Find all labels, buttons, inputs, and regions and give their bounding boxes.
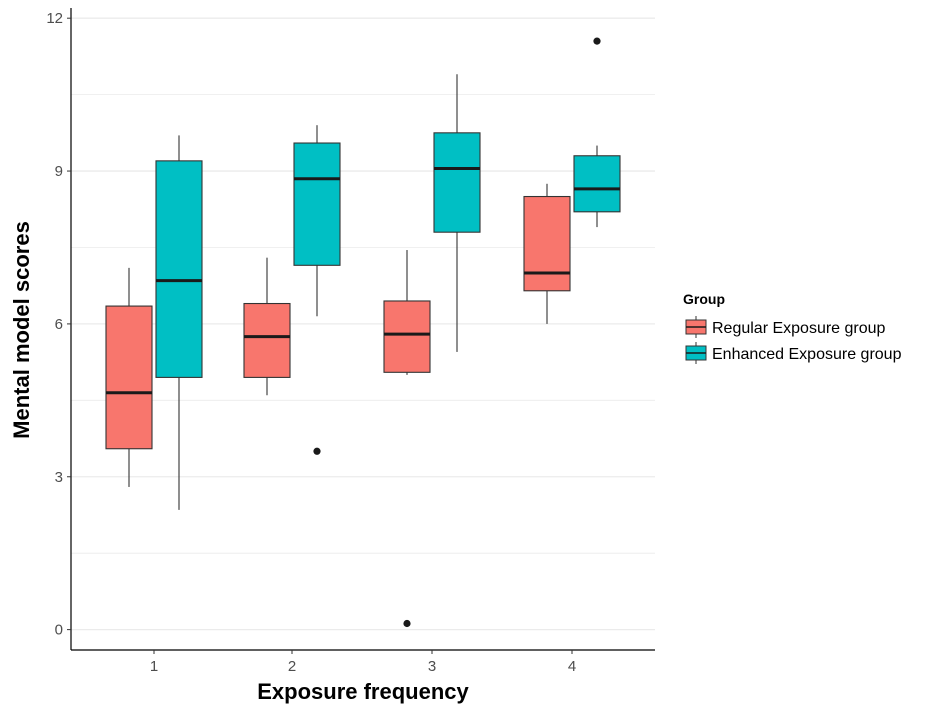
legend-key-enhanced (685, 342, 707, 364)
y-tick-label: 6 (55, 316, 63, 333)
box-enhanced-1 (155, 135, 203, 510)
outlier-point (403, 619, 411, 628)
y-tick-label: 3 (55, 469, 63, 486)
box-regular-2 (243, 257, 291, 396)
y-tick-label: 0 (55, 622, 63, 639)
x-tick-label: 1 (150, 658, 158, 675)
y-tick-label: 9 (55, 163, 63, 180)
y-axis-title: Mental model scores (9, 221, 34, 439)
box-enhanced-3 (433, 74, 481, 352)
box-regular-3 (383, 250, 431, 628)
y-tick-label: 12 (46, 10, 63, 27)
iqr-box (293, 142, 341, 266)
iqr-box (105, 305, 153, 450)
x-tick-label: 3 (428, 658, 436, 675)
x-axis-title: Exposure frequency (257, 679, 469, 704)
y-ticks: 0 3 6 9 12 (46, 10, 71, 639)
box-layer (105, 37, 621, 628)
iqr-box (155, 160, 203, 378)
iqr-box (433, 132, 481, 233)
outlier-point (593, 37, 601, 45)
legend-label: Regular Exposure group (712, 320, 886, 337)
x-tick-label: 4 (568, 658, 576, 675)
iqr-box (573, 155, 621, 213)
outlier-point (313, 447, 321, 455)
iqr-box (243, 302, 291, 378)
box-enhanced-2 (293, 125, 341, 455)
box-regular-1 (105, 267, 153, 487)
axes (70, 8, 655, 651)
box-enhanced-4 (573, 37, 621, 228)
legend-title: Group (683, 291, 725, 307)
legend: Group Regular Exposure group Enhanced Exp… (683, 291, 902, 364)
box-regular-4 (523, 183, 571, 324)
x-ticks: 1 2 3 4 (150, 650, 576, 675)
legend-key-regular (685, 316, 707, 338)
iqr-box (383, 300, 431, 373)
legend-label: Enhanced Exposure group (712, 346, 902, 363)
iqr-box (523, 195, 571, 292)
x-tick-label: 2 (288, 658, 296, 675)
